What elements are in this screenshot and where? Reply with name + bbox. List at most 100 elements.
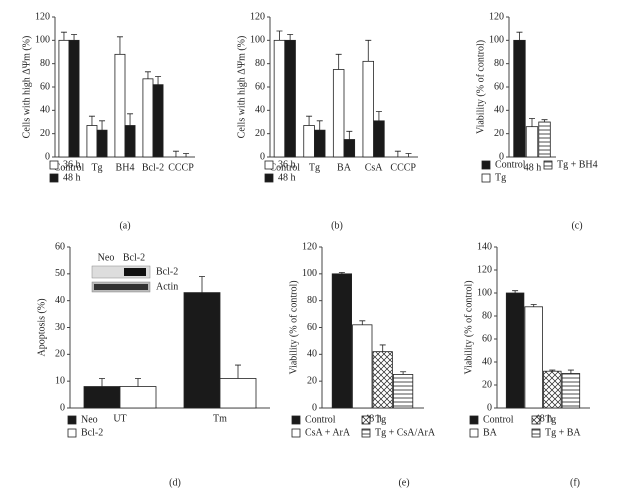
bar	[284, 39, 296, 158]
x-tick-label: 48 h	[364, 413, 382, 424]
x-tick-label: Tg	[91, 162, 102, 173]
bar	[373, 120, 385, 158]
x-tick-label: Control	[54, 162, 85, 173]
error-bar	[512, 290, 519, 293]
y-tick-label: 0	[499, 151, 504, 162]
inset-band-label: Bcl-2	[156, 266, 178, 277]
error-bar	[365, 39, 372, 62]
error-bar	[541, 119, 548, 122]
blot-signal	[94, 284, 148, 290]
y-tick-label: 60	[307, 322, 317, 333]
error-bar	[172, 150, 179, 157]
x-tick-label: Bcl-2	[142, 162, 164, 173]
legend-label: Tg + BA	[545, 427, 581, 438]
y-tick-label: 50	[55, 268, 65, 279]
legend-label: 48 h	[278, 172, 296, 183]
y-tick-label: 140	[477, 241, 492, 252]
legend-label: 36 h	[278, 159, 296, 170]
bar	[343, 139, 356, 158]
error-bar	[155, 76, 162, 85]
y-tick-label: 120	[489, 11, 504, 22]
x-tick-label: CCCP	[168, 162, 194, 173]
bar	[505, 292, 525, 409]
panel-label: (c)	[571, 220, 582, 231]
legend-swatch	[469, 415, 479, 425]
y-axis-label: Cells with high ΔΨm (%)	[236, 36, 247, 139]
error-bar	[199, 276, 205, 293]
error-bar	[276, 30, 283, 41]
y-tick-label: 20	[482, 379, 492, 390]
y-tick-label: 20	[55, 349, 65, 360]
legend-label: Control	[495, 159, 526, 170]
error-bar	[335, 53, 342, 70]
x-tick-label: Tg	[309, 162, 320, 173]
y-tick-label: 100	[477, 287, 492, 298]
legend-label: Control	[305, 414, 336, 425]
inset-lane-label: Bcl-2	[123, 252, 145, 263]
y-tick-label: 20	[255, 128, 265, 139]
y-tick-label: 40	[255, 105, 265, 116]
panel-label: (a)	[119, 220, 130, 231]
bar	[183, 292, 221, 409]
bar	[561, 373, 581, 409]
bar	[332, 69, 345, 158]
y-tick-label: 40	[40, 105, 50, 116]
y-tick-label: 0	[312, 402, 317, 413]
panel-label: (e)	[398, 477, 409, 488]
y-tick-label: 20	[307, 375, 317, 386]
legend-swatch	[531, 428, 541, 438]
error-bar	[529, 118, 535, 127]
y-tick-label: 30	[55, 322, 65, 333]
y-tick-label: 100	[489, 35, 504, 46]
legend-label: Tg	[375, 414, 386, 425]
bar	[524, 306, 543, 409]
bar	[219, 378, 257, 409]
x-tick-label: CCCP	[390, 162, 416, 173]
error-bar	[116, 36, 123, 55]
y-tick-label: 80	[494, 58, 504, 69]
legend-swatch	[264, 160, 274, 170]
error-bar	[379, 344, 386, 352]
y-tick-label: 80	[482, 310, 492, 321]
error-bar	[359, 320, 366, 325]
y-tick-label: 60	[55, 241, 65, 252]
legend-label: CsA + ArA	[305, 427, 351, 438]
bar	[331, 273, 353, 409]
legend-swatch	[264, 173, 274, 183]
y-tick-label: 100	[35, 35, 50, 46]
y-tick-label: 0	[45, 151, 50, 162]
error-bar	[405, 153, 412, 157]
legend-label: Tg + CsA/ArA	[375, 427, 436, 438]
bar	[83, 386, 121, 409]
legend-swatch	[531, 415, 541, 425]
legend-swatch	[67, 428, 77, 438]
y-tick-label: 80	[255, 58, 265, 69]
y-tick-label: 0	[260, 151, 265, 162]
error-bar	[375, 111, 382, 121]
x-tick-label: Control	[270, 162, 301, 173]
error-bar	[99, 378, 105, 387]
bar	[68, 39, 80, 158]
y-axis-label: Viability (% of control)	[475, 40, 486, 134]
error-bar	[516, 31, 523, 41]
y-axis-label: Viability (% of control)	[288, 280, 299, 374]
error-bar	[287, 34, 294, 41]
y-tick-label: 40	[307, 349, 317, 360]
legend-label: Tg	[545, 414, 556, 425]
y-tick-label: 120	[477, 264, 492, 275]
error-bar	[567, 369, 574, 374]
error-bar	[183, 153, 190, 157]
legend-swatch	[469, 428, 479, 438]
error-bar	[144, 71, 151, 79]
y-tick-label: 100	[302, 268, 317, 279]
legend-label: 36 h	[63, 159, 81, 170]
y-tick-label: 0	[60, 402, 65, 413]
y-tick-label: 0	[487, 402, 492, 413]
bar	[525, 126, 539, 158]
bar	[152, 84, 164, 158]
y-tick-label: 20	[494, 128, 504, 139]
legend-label: Bcl-2	[81, 427, 103, 438]
bar	[313, 129, 326, 158]
bar	[543, 370, 562, 409]
